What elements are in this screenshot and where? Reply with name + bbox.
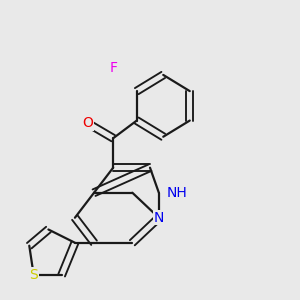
Text: N: N (154, 211, 164, 225)
Text: NH: NH (166, 186, 187, 200)
Text: F: F (109, 61, 117, 75)
Text: O: O (83, 116, 94, 130)
Text: S: S (29, 268, 38, 282)
